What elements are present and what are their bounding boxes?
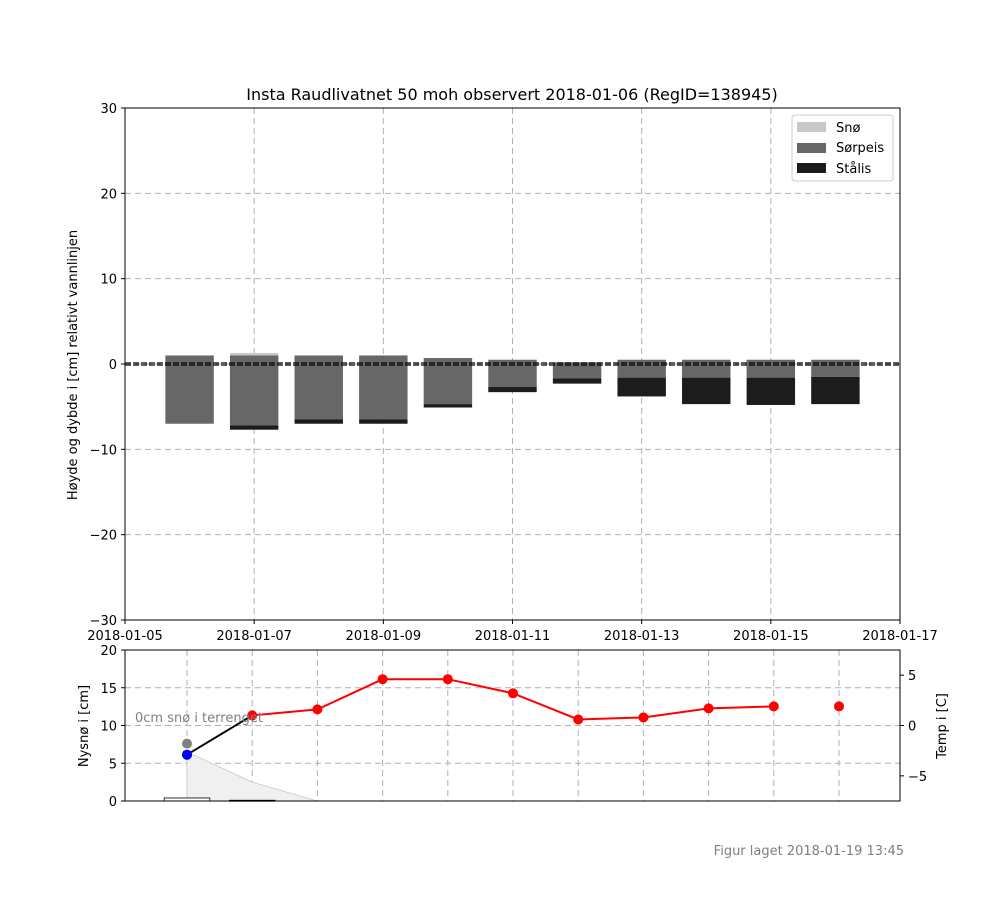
- temp-point-2018-01-06: [182, 738, 192, 749]
- legend-swatch-stalis: [797, 163, 826, 173]
- axis-ticks-bottom: 0 5 10 15 20 −5 0 5: [100, 644, 927, 810]
- legend-label-sorpeis: Sørpeis: [836, 141, 884, 156]
- legend-label-stalis: Stålis: [836, 162, 872, 177]
- x-tick-label: 2018-01-07: [216, 629, 292, 644]
- x-tick-label: 2018-01-13: [604, 629, 680, 644]
- ice-profile-chart: 2018-01-05 2018-01-07 2018-01-09 2018-01-11…: [66, 85, 938, 644]
- x-tick-label: 2018-01-09: [346, 629, 422, 644]
- bar-stlis-2018-01-07: [229, 425, 279, 430]
- footer-text: Figur laget 2018-01-19 13:45: [714, 844, 904, 859]
- y-tick-label: −10: [90, 443, 117, 458]
- y-tick-label: 30: [100, 102, 117, 117]
- temp-line-1: [186, 714, 253, 756]
- y-tick-label: −30: [90, 614, 117, 629]
- bar-stlis-2018-01-10: [423, 404, 473, 408]
- bar-srpeis-2018-01-11: [488, 359, 537, 388]
- y-tick-label: −20: [90, 529, 117, 544]
- bar-srpeis-2018-01-09: [359, 355, 408, 420]
- bar-stlis-2018-01-14: [682, 377, 731, 405]
- y-axis-label: Høyde og dybde i [cm] relativt vannlinje…: [66, 230, 81, 500]
- bar-srpeis-2018-01-10: [423, 358, 473, 405]
- y-tick-label: 0: [109, 358, 117, 373]
- y-tick-label-left: 0: [109, 795, 117, 810]
- bar-stlis-2018-01-08: [294, 419, 343, 424]
- temp-point-2018-01-16: [834, 701, 844, 712]
- bar-stlis-2018-01-11: [488, 387, 537, 393]
- y-tick-label-left: 20: [100, 644, 117, 659]
- x-tick-label: 2018-01-17: [862, 629, 938, 644]
- y-axis-label-right: Temp i [C]: [935, 693, 950, 760]
- bar-srpeis-2018-01-14: [682, 359, 731, 378]
- x-tick-label: 2018-01-11: [475, 629, 551, 644]
- bar-sn-2018-01-07: [229, 352, 279, 356]
- y-tick-label: 10: [100, 273, 117, 288]
- y-tick-label-left: 5: [109, 757, 117, 772]
- temp-point-2018-01-14: [703, 703, 714, 714]
- temp-point-2018-01-06: [182, 749, 192, 760]
- bar-stlis-2018-01-16: [811, 376, 860, 405]
- x-tick-label: 2018-01-05: [87, 629, 163, 644]
- y-tick-label-left: 15: [100, 682, 117, 697]
- water-line: [125, 362, 900, 366]
- axis-ticks: 2018-01-05 2018-01-07 2018-01-09 2018-01-11…: [87, 102, 938, 644]
- y-tick-label-left: 10: [100, 720, 117, 735]
- bar-srpeis-2018-01-08: [294, 355, 343, 420]
- y-tick-label-right: 5: [908, 669, 916, 684]
- y-tick-label: 20: [100, 187, 117, 202]
- bar-srpeis-2018-01-15: [746, 359, 796, 378]
- bars: [165, 352, 860, 430]
- bar-srpeis-2018-01-16: [811, 359, 860, 377]
- legend-swatch-sno: [797, 122, 826, 132]
- y-tick-label-right: −5: [908, 770, 927, 785]
- temp-point-2018-01-13: [638, 712, 649, 723]
- bar-stlis-2018-01-09: [359, 419, 408, 424]
- chart-title: Insta Raudlivatnet 50 moh observert 2018…: [246, 85, 777, 104]
- legend-label-sno: Snø: [836, 121, 860, 136]
- temp-point-2018-01-09: [377, 674, 388, 685]
- bar-stlis-2018-01-12: [552, 378, 602, 384]
- bar-srpeis-2018-01-06: [165, 355, 214, 424]
- bar-srpeis-2018-01-13: [617, 359, 666, 378]
- weather-chart: 0 5 10 15 20 −5 0 5 0cm snø i terrenget Nysnø i…: [77, 644, 950, 810]
- temp-point-2018-01-15: [768, 701, 779, 712]
- x-tick-label: 2018-01-15: [733, 629, 809, 644]
- legend: Snø Sørpeis Stålis: [791, 114, 894, 182]
- bar-srpeis-2018-01-07: [229, 355, 279, 426]
- snow-annotation: 0cm snø i terrenget: [135, 711, 263, 726]
- temp-point-2018-01-08: [312, 704, 323, 715]
- bar-stlis-2018-01-15: [746, 377, 796, 405]
- bar-stlis-2018-01-13: [617, 377, 666, 397]
- legend-swatch-sorpeis: [797, 143, 826, 153]
- bar-srpeis-2018-01-12: [552, 362, 602, 379]
- temperature-lines: [182, 674, 844, 760]
- temp-point-2018-01-07: [247, 710, 258, 721]
- temp-point-2018-01-11: [508, 688, 518, 699]
- y-tick-label-right: 0: [908, 720, 916, 735]
- temp-point-2018-01-10: [442, 674, 453, 685]
- y-axis-label-left: Nysnø i [cm]: [77, 685, 92, 767]
- temp-point-2018-01-12: [573, 714, 584, 725]
